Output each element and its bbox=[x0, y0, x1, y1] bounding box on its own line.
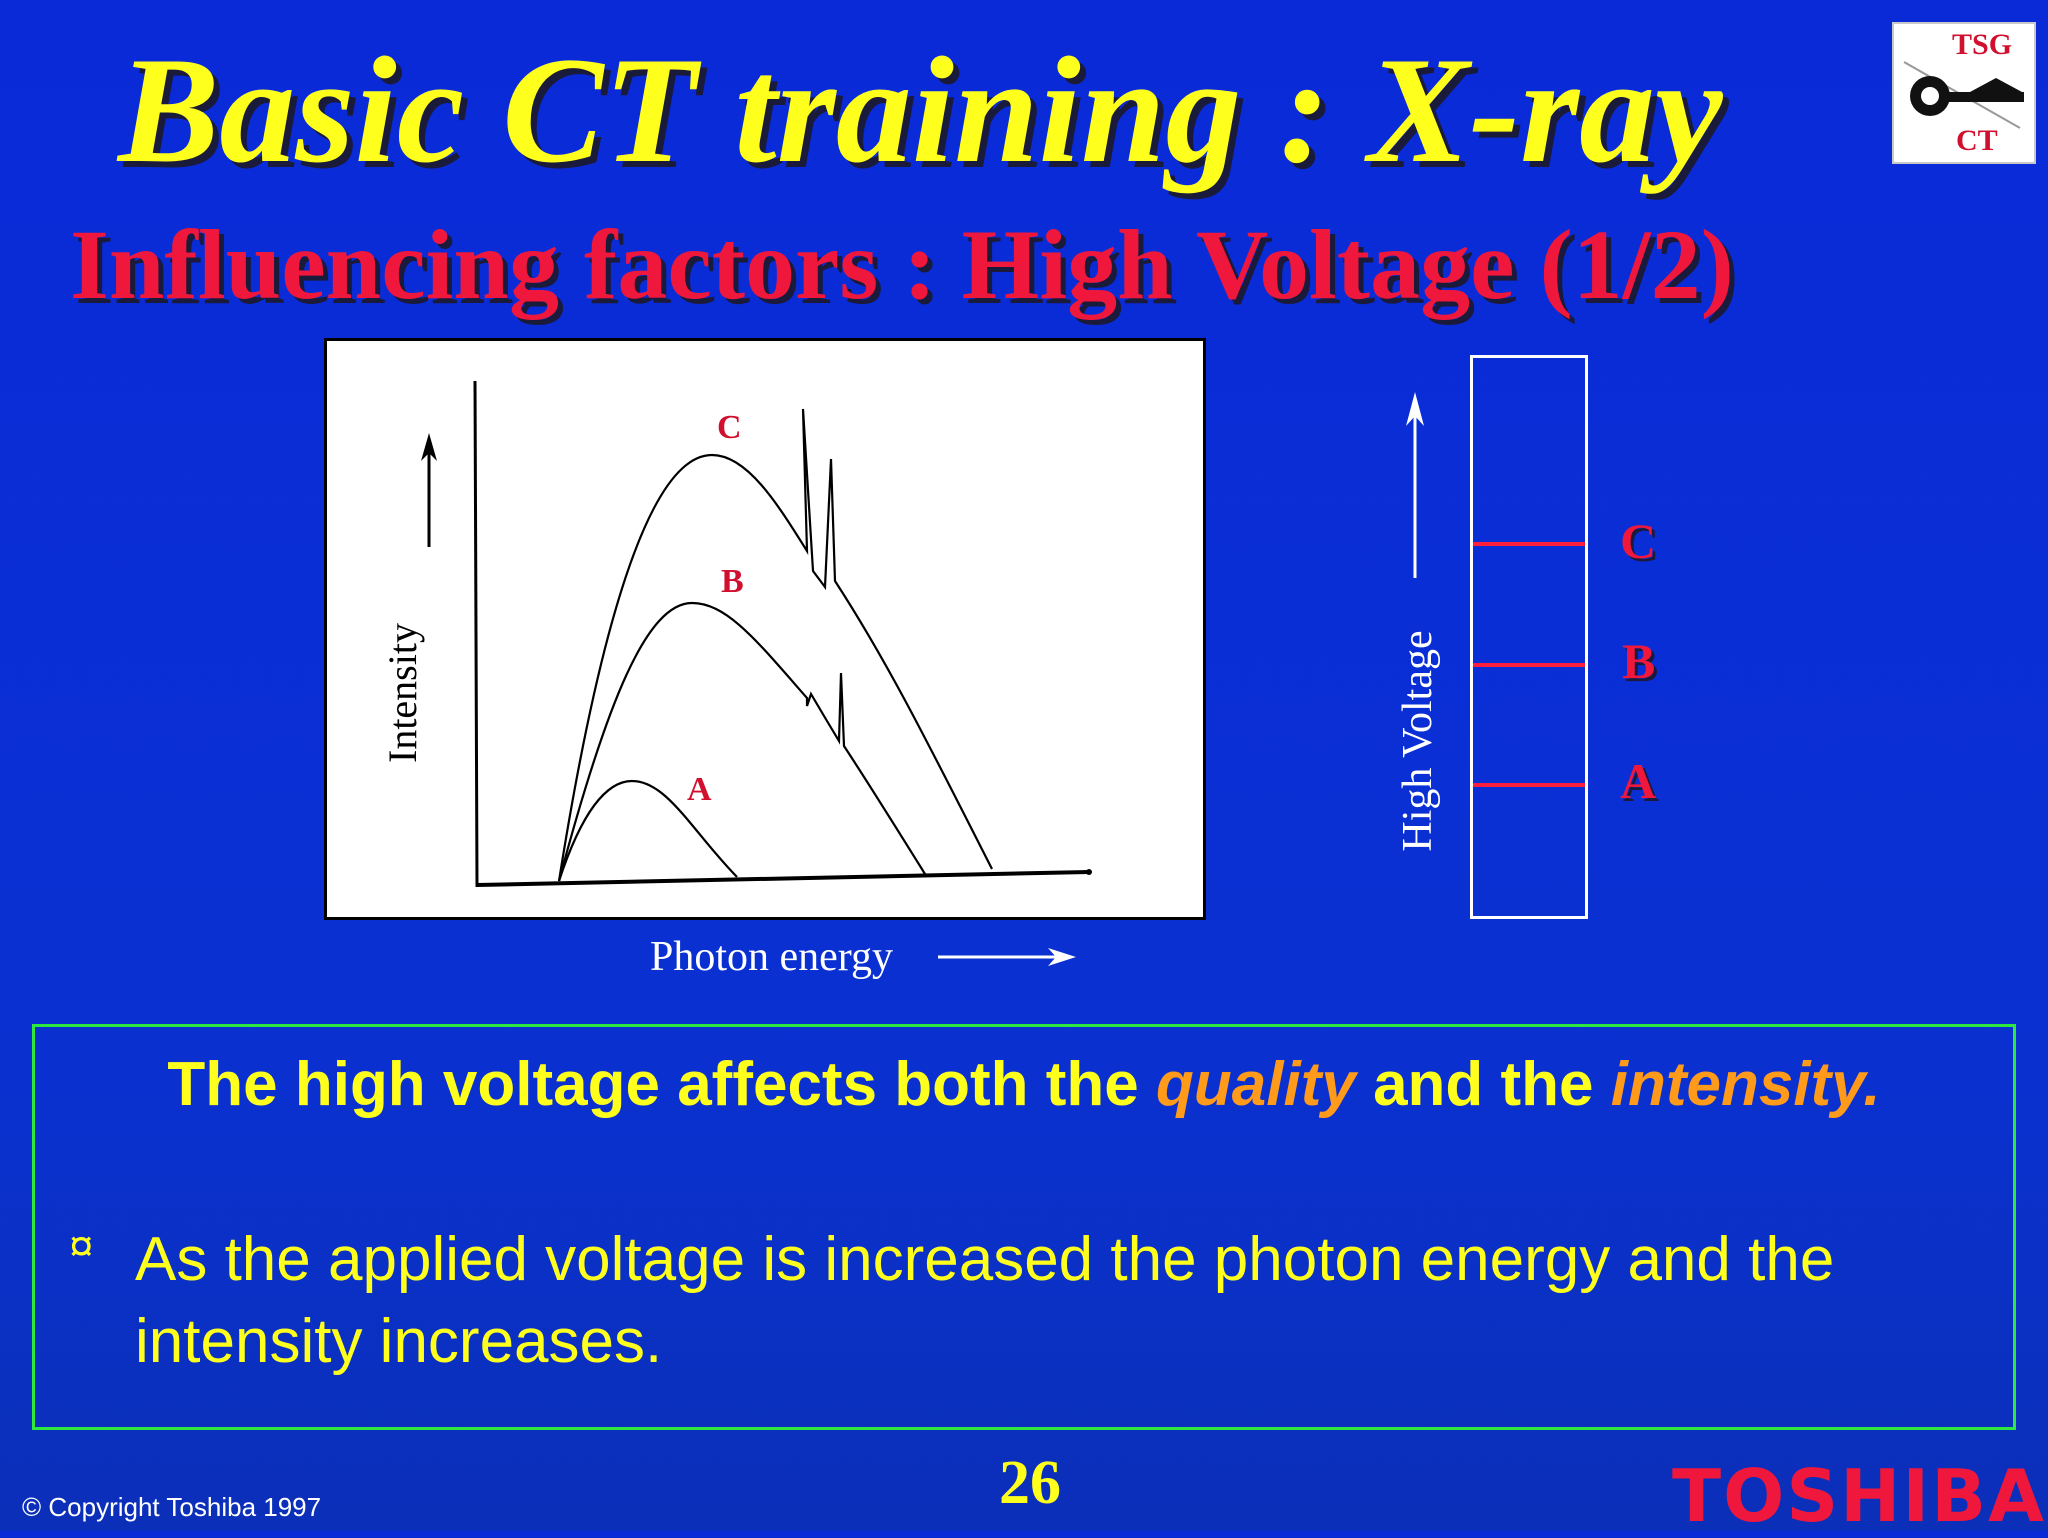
key-statement: The high voltage affects both the qualit… bbox=[35, 1045, 2013, 1125]
photon-energy-arrow-icon bbox=[938, 948, 1076, 966]
level-line-b bbox=[1473, 663, 1585, 667]
curve-label-b: B bbox=[721, 563, 744, 600]
level-label-b: B bbox=[1622, 633, 1656, 689]
logo-bottom-text: CT bbox=[1956, 124, 1998, 157]
y-axis-label: Intensity bbox=[380, 623, 425, 763]
bullet-icon: ¤ bbox=[69, 1222, 94, 1271]
voltage-axis-label: High Voltage bbox=[1395, 630, 1441, 852]
x-axis-line bbox=[476, 870, 1090, 887]
voltage-label-wrapper: High Voltage bbox=[1380, 610, 1456, 870]
voltage-scale-bar bbox=[1470, 355, 1588, 919]
x-axis-label: Photon energy bbox=[650, 934, 894, 980]
tsg-ct-logo: TSG CT bbox=[1892, 22, 2036, 164]
curve-a bbox=[557, 779, 738, 882]
statement-intensity: intensity. bbox=[1610, 1050, 1881, 1119]
curve-label-a: A bbox=[687, 771, 712, 808]
statement-prefix: The high voltage affects both the bbox=[167, 1050, 1139, 1119]
y-axis-line bbox=[473, 380, 479, 888]
intensity-arrow bbox=[421, 433, 437, 461]
slide-subtitle: Influencing factors : High Voltage (1/2) bbox=[70, 209, 1734, 320]
level-label-a: A bbox=[1620, 753, 1657, 809]
spectrum-plot: Intensity C B A bbox=[324, 338, 1206, 920]
slide-title: Basic CT training : X-ray bbox=[118, 26, 1723, 194]
spectrum-curves bbox=[421, 380, 1092, 888]
page-number: 26 bbox=[999, 1449, 1061, 1517]
toshiba-logo: TOSHIBA bbox=[1672, 1454, 2046, 1538]
level-label-c: C bbox=[1620, 513, 1657, 569]
logo-top-text: TSG bbox=[1952, 28, 2013, 61]
level-line-a bbox=[1473, 783, 1585, 787]
curve-label-c: C bbox=[717, 409, 742, 446]
curve-c bbox=[557, 408, 993, 882]
intensity-label-wrapper: Intensity bbox=[365, 491, 445, 891]
statement-quality: quality bbox=[1156, 1050, 1356, 1119]
ct-scanner-icon bbox=[1903, 61, 2024, 129]
bullet-text: As the applied voltage is increased the … bbox=[135, 1225, 1835, 1376]
copyright-notice: © Copyright Toshiba 1997 bbox=[22, 1492, 322, 1522]
level-line-c bbox=[1473, 542, 1585, 546]
curve-b bbox=[557, 601, 926, 882]
statement-middle: and the bbox=[1373, 1050, 1594, 1119]
voltage-arrow-icon bbox=[1406, 392, 1424, 578]
explanation-box: The high voltage affects both the qualit… bbox=[32, 1024, 2016, 1430]
